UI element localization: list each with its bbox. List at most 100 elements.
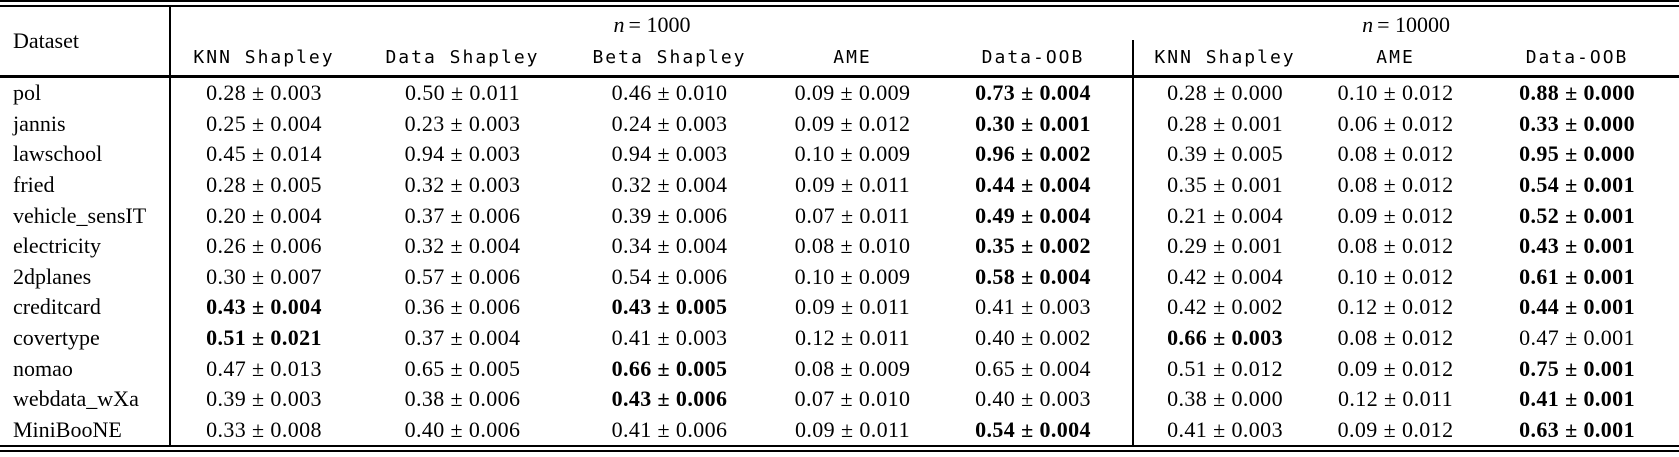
value-cell: 0.09 ± 0.012 (1337, 202, 1454, 228)
benchmark-results-table: Dataset n = 1000 n = 10000 KNN Shapley Data… (0, 7, 1679, 446)
value-cell: 0.36 ± 0.006 (404, 294, 521, 320)
value-cell: 0.63 ± 0.001 (1519, 416, 1635, 442)
value-cell: 0.57 ± 0.006 (404, 263, 521, 289)
value-cell: 0.28 ± 0.001 (1132, 108, 1317, 140)
value-cell: 0.66 ± 0.003 (1132, 322, 1317, 354)
value-cell: 0.73 ± 0.004 (975, 80, 1091, 106)
math-var-n: n (613, 12, 625, 37)
value-cell: 0.47 ± 0.013 (206, 355, 322, 381)
dataset-name: webdata_wXa (0, 383, 171, 415)
value-cell: 0.07 ± 0.011 (794, 202, 911, 228)
value-cell: 0.66 ± 0.005 (611, 355, 728, 381)
value-cell: 0.45 ± 0.014 (206, 141, 322, 167)
method-header-data-oob: Data-OOB (934, 40, 1134, 78)
value-cell: 0.54 ± 0.006 (611, 263, 728, 289)
row-fried: fried 0.28 ± 0.005 0.32 ± 0.003 0.32 ± 0.00… (0, 169, 1679, 201)
row-covertype: covertype 0.51 ± 0.021 0.37 ± 0.004 0.41 ± … (0, 322, 1679, 354)
value-cell: 0.12 ± 0.012 (1337, 294, 1454, 320)
value-cell: 0.58 ± 0.004 (975, 263, 1091, 289)
value-cell: 0.40 ± 0.002 (975, 325, 1091, 351)
value-cell: 0.28 ± 0.005 (206, 172, 322, 198)
value-cell: 0.24 ± 0.003 (611, 110, 728, 136)
value-cell: 0.88 ± 0.000 (1519, 80, 1635, 106)
value-cell: 0.94 ± 0.003 (611, 141, 728, 167)
top-double-rule (0, 0, 1679, 7)
dataset-name: nomao (0, 353, 171, 384)
method-header-row: KNN Shapley Data Shapley Beta Shapley AME Da… (0, 40, 1679, 78)
value-cell: 0.10 ± 0.009 (794, 141, 911, 167)
group-label-n1000: = 1000 (628, 12, 691, 37)
value-cell: 0.09 ± 0.011 (794, 416, 911, 442)
value-cell: 0.41 ± 0.003 (1132, 414, 1317, 446)
value-cell: 0.08 ± 0.012 (1337, 233, 1454, 259)
value-cell: 0.52 ± 0.001 (1519, 202, 1635, 228)
dataset-name: jannis (0, 108, 171, 140)
value-cell: 0.65 ± 0.005 (404, 355, 521, 381)
value-cell: 0.39 ± 0.005 (1132, 139, 1317, 170)
value-cell: 0.95 ± 0.000 (1519, 141, 1635, 167)
value-cell: 0.32 ± 0.003 (404, 172, 521, 198)
value-cell: 0.23 ± 0.003 (404, 110, 521, 136)
value-cell: 0.96 ± 0.002 (975, 141, 1091, 167)
value-cell: 0.28 ± 0.003 (206, 80, 322, 106)
value-cell: 0.10 ± 0.009 (794, 263, 911, 289)
row-electricity: electricity 0.26 ± 0.006 0.32 ± 0.004 0.34 … (0, 230, 1679, 262)
dataset-name: fried (0, 169, 171, 201)
value-cell: 0.25 ± 0.004 (206, 110, 322, 136)
value-cell: 0.75 ± 0.001 (1519, 355, 1635, 381)
method-header-data-shapley: Data Shapley (357, 40, 568, 78)
value-cell: 0.39 ± 0.006 (611, 202, 728, 228)
group-header-n1000: n = 1000 (170, 7, 1133, 40)
row-vehicle_sensIT: vehicle_sensIT 0.20 ± 0.004 0.37 ± 0.006 0.… (0, 200, 1679, 231)
value-cell: 0.41 ± 0.003 (975, 294, 1091, 320)
row-jannis: jannis 0.25 ± 0.004 0.23 ± 0.003 0.24 ± 0.0… (0, 108, 1679, 140)
dataset-column-header: Dataset (0, 7, 171, 78)
value-cell: 0.41 ± 0.003 (611, 325, 728, 351)
method-header-beta-shapley: Beta Shapley (568, 40, 771, 78)
value-cell: 0.12 ± 0.011 (1338, 386, 1454, 412)
value-cell: 0.38 ± 0.006 (404, 386, 521, 412)
row-lawschool: lawschool 0.45 ± 0.014 0.94 ± 0.003 0.94 ± … (0, 139, 1679, 170)
value-cell: 0.06 ± 0.012 (1337, 110, 1454, 136)
value-cell: 0.41 ± 0.006 (611, 416, 728, 442)
dataset-name: vehicle_sensIT (0, 200, 171, 231)
value-cell: 0.09 ± 0.011 (794, 294, 911, 320)
value-cell: 0.54 ± 0.001 (1519, 172, 1635, 198)
bottom-double-rule (0, 445, 1679, 453)
value-cell: 0.32 ± 0.004 (611, 172, 728, 198)
dataset-name: electricity (0, 230, 171, 262)
dataset-name: pol (0, 76, 171, 109)
value-cell: 0.43 ± 0.004 (206, 294, 322, 320)
value-cell: 0.30 ± 0.007 (206, 263, 322, 289)
value-cell: 0.08 ± 0.012 (1337, 141, 1454, 167)
value-cell: 0.33 ± 0.008 (206, 416, 322, 442)
row-webdata_wXa: webdata_wXa 0.39 ± 0.003 0.38 ± 0.006 0.43 … (0, 383, 1679, 415)
method-header-ame: AME (771, 40, 934, 78)
method-header-ame: AME (1316, 40, 1476, 78)
value-cell: 0.09 ± 0.009 (794, 80, 911, 106)
value-cell: 0.39 ± 0.003 (206, 386, 322, 412)
value-cell: 0.34 ± 0.004 (611, 233, 728, 259)
value-cell: 0.30 ± 0.001 (975, 110, 1091, 136)
value-cell: 0.21 ± 0.004 (1132, 200, 1317, 231)
method-header-data-oob: Data-OOB (1475, 40, 1679, 78)
value-cell: 0.26 ± 0.006 (206, 233, 322, 259)
value-cell: 0.10 ± 0.012 (1337, 263, 1454, 289)
value-cell: 0.61 ± 0.001 (1519, 263, 1635, 289)
row-2dplanes: 2dplanes 0.30 ± 0.007 0.57 ± 0.006 0.54 ± 0… (0, 261, 1679, 293)
value-cell: 0.08 ± 0.010 (794, 233, 911, 259)
value-cell: 0.33 ± 0.000 (1519, 110, 1635, 136)
row-nomao: nomao 0.47 ± 0.013 0.65 ± 0.005 0.66 ± 0.00… (0, 353, 1679, 384)
value-cell: 0.08 ± 0.012 (1337, 172, 1454, 198)
value-cell: 0.35 ± 0.002 (975, 233, 1091, 259)
row-pol: pol 0.28 ± 0.003 0.50 ± 0.011 0.46 ± 0.010 0… (0, 76, 1679, 109)
value-cell: 0.09 ± 0.012 (794, 110, 911, 136)
value-cell: 0.09 ± 0.012 (1337, 355, 1454, 381)
value-cell: 0.94 ± 0.003 (404, 141, 521, 167)
value-cell: 0.12 ± 0.011 (794, 325, 911, 351)
value-cell: 0.42 ± 0.004 (1132, 261, 1317, 293)
value-cell: 0.10 ± 0.012 (1337, 80, 1454, 106)
value-cell: 0.09 ± 0.011 (794, 172, 911, 198)
value-cell: 0.09 ± 0.012 (1337, 416, 1454, 442)
dataset-name: covertype (0, 322, 171, 354)
